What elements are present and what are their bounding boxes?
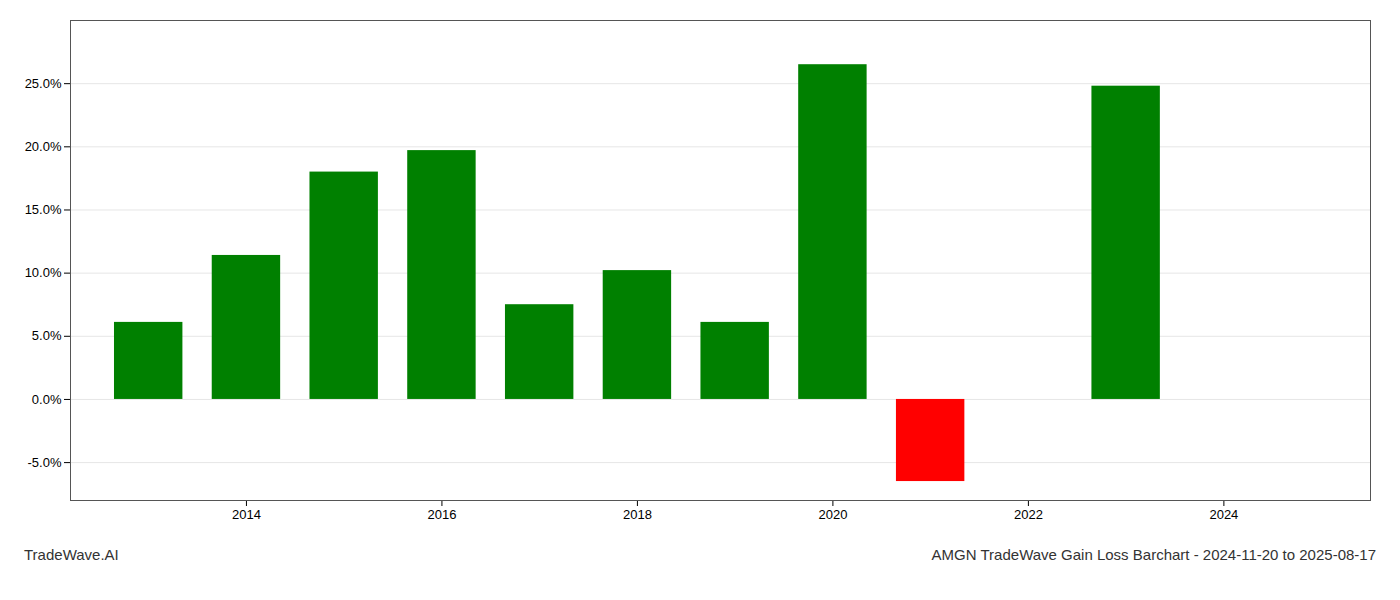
svg-text:-5.0%: -5.0% (28, 455, 62, 470)
html-text:TradeWave.AI: TradeWave.AI (24, 546, 119, 563)
svg-text:2014: 2014 (232, 507, 261, 522)
svg-text:2022: 2022 (1014, 507, 1043, 522)
svg-text:2018: 2018 (623, 507, 652, 522)
svg-text:2016: 2016 (427, 507, 456, 522)
svg-text:10.0%: 10.0% (25, 265, 62, 280)
svg-text:15.0%: 15.0% (25, 202, 62, 217)
svg-text:25.0%: 25.0% (25, 76, 62, 91)
svg-text:2024: 2024 (1209, 507, 1238, 522)
html-text:AMGN TradeWave Gain Loss Barch: AMGN TradeWave Gain Loss Barchart - 2024… (931, 546, 1376, 563)
svg-text:5.0%: 5.0% (32, 328, 62, 343)
svg-text:2020: 2020 (818, 507, 847, 522)
svg-text:0.0%: 0.0% (32, 392, 62, 407)
svg-text:20.0%: 20.0% (25, 139, 62, 154)
